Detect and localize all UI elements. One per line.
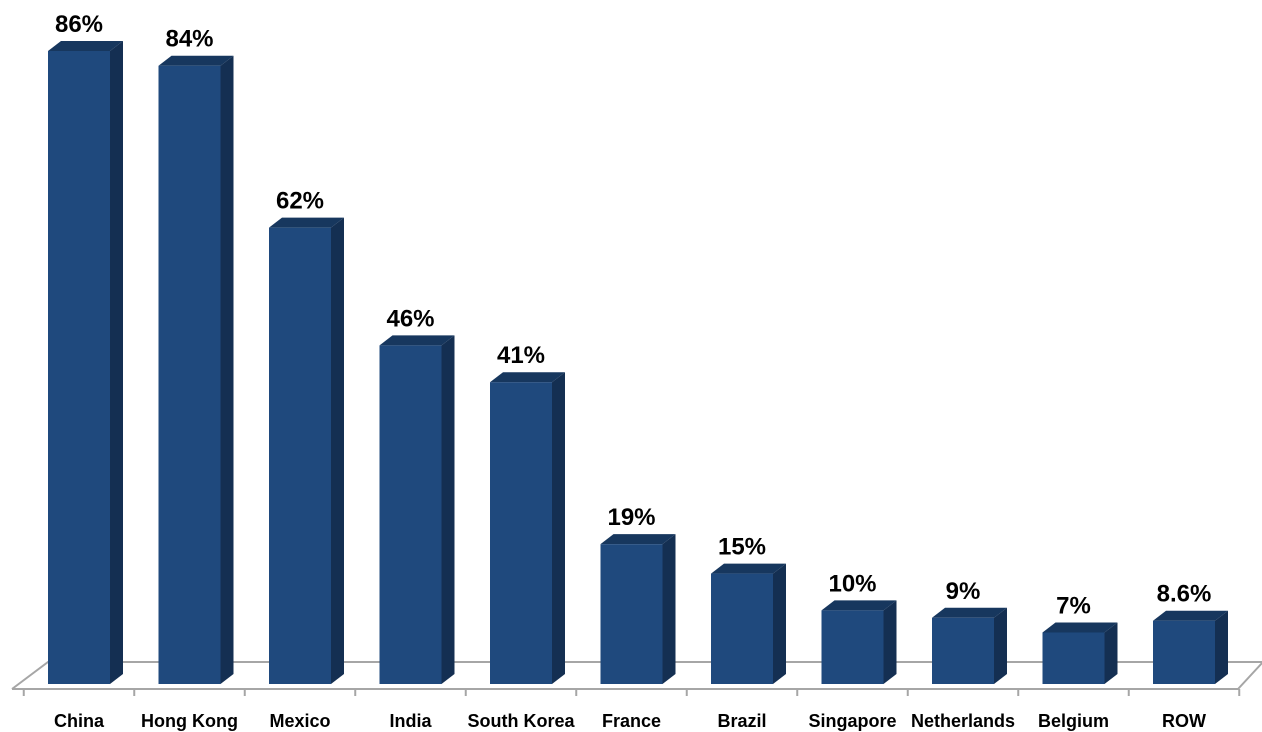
bar-top-face: [711, 563, 786, 574]
bar-side-face: [662, 534, 676, 684]
bars-group: [48, 41, 1228, 684]
bar-side-face: [1104, 622, 1118, 684]
data-label: 86%: [55, 11, 103, 38]
bar-side-face: [331, 217, 344, 684]
bar-row: [1153, 610, 1228, 684]
data-label: 10%: [828, 570, 876, 597]
x-tick-label: China: [54, 711, 105, 731]
bar-front-face: [379, 345, 442, 684]
x-tick-label: Singapore: [808, 711, 896, 731]
bar-front-face: [269, 227, 331, 684]
bar-side-face: [552, 372, 565, 684]
bar-netherlands: [932, 607, 1007, 684]
bar-front-face: [711, 573, 773, 684]
x-tick-label: France: [602, 711, 661, 731]
bar-top-face: [1042, 622, 1118, 633]
data-label: 46%: [386, 305, 434, 332]
bar-china: [48, 41, 123, 684]
bar-top-face: [600, 534, 676, 545]
data-label: 41%: [497, 342, 545, 369]
bar-mexico: [269, 217, 344, 684]
bar-front-face: [490, 382, 552, 684]
data-label: 8.6%: [1157, 581, 1212, 608]
bar-top-face: [48, 41, 123, 51]
x-tick-label: Netherlands: [911, 711, 1015, 731]
x-tick-label: Mexico: [269, 711, 330, 731]
bar-south-korea: [490, 372, 565, 684]
x-tick-label: Hong Kong: [141, 711, 238, 731]
bar-brazil: [711, 563, 786, 684]
bar-india: [379, 335, 455, 684]
bar-top-face: [932, 607, 1007, 618]
floor-outline: [11, 661, 1262, 690]
bar-top-face: [269, 217, 344, 228]
bar-side-face: [1215, 610, 1228, 684]
bar-top-face: [158, 55, 234, 66]
bar-top-face: [379, 335, 455, 346]
category-labels-group: China Hong Kong Mexico India South Korea Fran…: [54, 711, 1206, 731]
data-label: 19%: [607, 504, 655, 531]
x-tick-label: Belgium: [1038, 711, 1109, 731]
bar-singapore: [821, 600, 897, 684]
bar-side-face: [441, 335, 455, 684]
bar-side-face: [110, 41, 123, 684]
value-labels-group: 86% 84% 62% 46% 41% 19% 15% 10% 9% 7% 8.6%: [55, 11, 1211, 619]
bar-side-face: [883, 600, 897, 684]
bar-hong-kong: [158, 55, 234, 684]
bar-side-face: [994, 607, 1007, 684]
x-tick-label: Brazil: [717, 711, 766, 731]
data-label: 62%: [276, 188, 324, 215]
data-label: 7%: [1056, 592, 1091, 619]
bar-side-face: [773, 563, 786, 684]
bar-top-face: [1153, 610, 1228, 621]
bar-front-face: [48, 51, 110, 684]
data-label: 9%: [946, 578, 981, 605]
bar-france: [600, 534, 676, 684]
bar-front-face: [821, 610, 884, 684]
x-tick-label: India: [389, 711, 432, 731]
bar-side-face: [220, 55, 234, 684]
bar-top-face: [490, 372, 565, 383]
bar-belgium: [1042, 622, 1118, 684]
x-tick-label: South Korea: [467, 711, 575, 731]
x-tick-label: ROW: [1162, 711, 1206, 731]
bar-front-face: [158, 65, 221, 684]
bar-top-face: [821, 600, 897, 611]
bar-front-face: [1042, 632, 1105, 684]
chart-floor: [11, 661, 1262, 696]
data-label: 84%: [165, 26, 213, 53]
data-label: 15%: [718, 534, 766, 561]
bar-front-face: [932, 617, 994, 684]
bar-front-face: [1153, 620, 1215, 684]
bar-front-face: [600, 544, 663, 684]
